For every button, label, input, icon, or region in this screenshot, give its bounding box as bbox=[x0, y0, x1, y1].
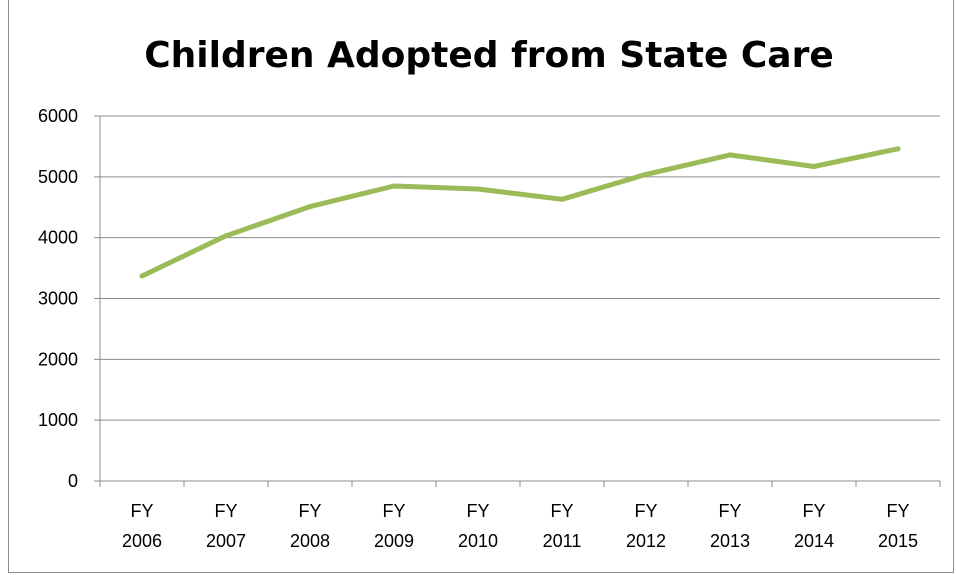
x-tick-label-6-line-0: FY bbox=[634, 501, 657, 521]
x-tick-label-2: FY 2008 bbox=[290, 501, 330, 551]
x-tick-label-5-line-1: 2011 bbox=[543, 531, 582, 551]
x-tick-label-0: FY 2006 bbox=[122, 501, 162, 551]
y-tick-label-0: 0 bbox=[68, 471, 78, 491]
x-tick-label-1-line-0: FY bbox=[214, 501, 237, 521]
x-tick-label-7-line-1: 2013 bbox=[710, 531, 750, 551]
y-axis-ticks: 0 1000 2000 3000 4000 5000 6000 bbox=[38, 106, 78, 491]
x-tick-label-7-line-0: FY bbox=[718, 501, 741, 521]
data-point-4 bbox=[475, 186, 481, 192]
x-tick-label-4-line-1: 2010 bbox=[458, 531, 498, 551]
data-point-9 bbox=[895, 146, 901, 152]
x-tick-label-2-line-0: FY bbox=[298, 501, 321, 521]
y-tick-label-6000: 6000 bbox=[38, 106, 78, 126]
y-tick-label-1000: 1000 bbox=[38, 410, 78, 430]
chart-title: Children Adopted from State Care bbox=[144, 35, 834, 76]
x-axis-ticks: FY 2006 FY 2007 FY 2008 FY 2009 FY 2010 FY 2011 FY 20… bbox=[122, 501, 918, 551]
x-tick-label-0-line-0: FY bbox=[130, 501, 153, 521]
x-tick-label-9: FY 2015 bbox=[878, 501, 918, 551]
x-tick-label-1: FY 2007 bbox=[206, 501, 246, 551]
data-point-1 bbox=[223, 233, 229, 239]
x-tick-label-3-line-1: 2009 bbox=[374, 531, 414, 551]
data-point-6 bbox=[643, 171, 649, 177]
data-point-0 bbox=[139, 273, 145, 279]
x-tick-label-3-line-0: FY bbox=[382, 501, 405, 521]
chart-frame bbox=[8, 0, 954, 573]
x-tick-label-8-line-1: 2014 bbox=[794, 531, 834, 551]
gridlines bbox=[100, 115, 940, 421]
data-point-3 bbox=[391, 183, 397, 189]
x-tick-label-6-line-1: 2012 bbox=[626, 531, 666, 551]
x-tick-label-1-line-1: 2007 bbox=[206, 531, 246, 551]
data-point-8 bbox=[811, 163, 817, 169]
x-tick-label-5: FY 2011 bbox=[543, 501, 582, 551]
x-tick-label-9-line-1: 2015 bbox=[878, 531, 918, 551]
x-tick-label-6: FY 2012 bbox=[626, 501, 666, 551]
x-tick-label-4-line-0: FY bbox=[466, 501, 489, 521]
x-tick-label-7: FY 2013 bbox=[710, 501, 750, 551]
series-line-0 bbox=[139, 146, 901, 279]
data-point-5 bbox=[559, 196, 565, 202]
y-tick-label-2000: 2000 bbox=[38, 349, 78, 369]
x-tick-label-5-line-0: FY bbox=[550, 501, 573, 521]
x-tick-label-3: FY 2009 bbox=[374, 501, 414, 551]
data-point-2 bbox=[307, 204, 313, 210]
x-tick-label-9-line-0: FY bbox=[886, 501, 909, 521]
y-tick-label-3000: 3000 bbox=[38, 289, 78, 309]
axes bbox=[94, 115, 941, 487]
x-tick-label-4: FY 2010 bbox=[458, 501, 498, 551]
x-tick-label-2-line-1: 2008 bbox=[290, 531, 330, 551]
x-tick-label-8-line-0: FY bbox=[802, 501, 825, 521]
x-tick-label-0-line-1: 2006 bbox=[122, 531, 162, 551]
x-tick-label-8: FY 2014 bbox=[794, 501, 834, 551]
data-point-7 bbox=[727, 152, 733, 158]
y-tick-label-5000: 5000 bbox=[38, 167, 78, 187]
y-tick-label-4000: 4000 bbox=[38, 228, 78, 248]
series-group bbox=[139, 146, 901, 279]
